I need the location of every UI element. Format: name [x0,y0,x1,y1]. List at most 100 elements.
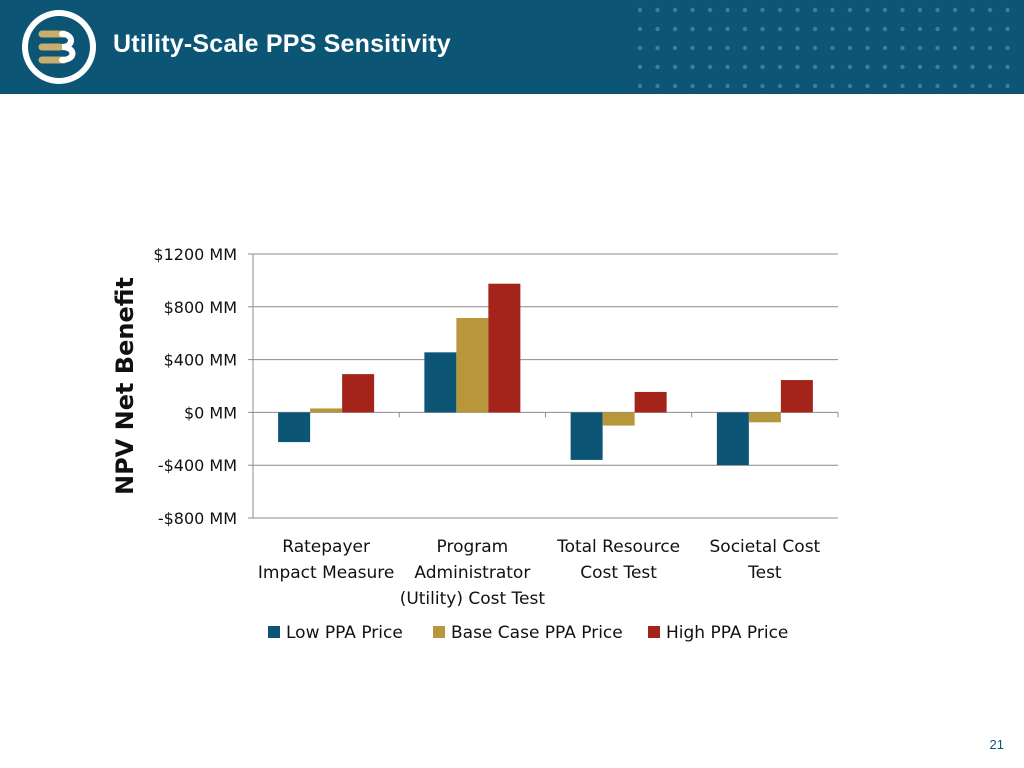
header-dot [970,45,975,51]
header-dot [725,45,730,51]
y-axis-title: NPV Net Benefit [111,277,139,495]
header-dot [725,83,730,89]
decorative-dot-pattern [637,7,1010,89]
header-dot [690,64,695,70]
bar-low-ppa-price [278,412,311,443]
header-dot [917,83,923,89]
x-category-label: Societal Cost [710,537,821,557]
header-dot [970,26,975,32]
header-dot [865,64,870,70]
header-dot [672,83,678,89]
y-tick-label: -$800 MM [158,509,237,528]
header-dot [742,45,748,51]
header-dot [637,7,643,13]
header-dot [917,7,923,13]
header-dot [882,26,888,32]
y-tick-label: $800 MM [164,298,237,317]
header-dot [882,83,888,89]
header-dot [952,7,958,13]
header-dot [777,83,783,89]
header-dot [847,45,853,51]
header-dot [830,26,835,32]
bar-low-ppa-price [424,352,457,413]
header-dot [690,83,695,89]
header-dot [760,83,765,89]
header-dot [917,64,923,70]
header-dot [707,83,713,89]
header-dot [655,26,660,32]
header-dot [707,64,713,70]
header-dot [777,26,783,32]
header-dot [707,26,713,32]
header-dot [725,26,730,32]
header-dot [760,7,765,13]
header-dot [987,64,993,70]
header-dot [917,45,923,51]
header-dot [637,45,643,51]
bar-high-ppa-price [780,380,813,413]
bar-low-ppa-price [716,412,749,466]
y-tick-label: $400 MM [164,351,237,370]
header-dot [847,26,853,32]
bar-chart: $1200 MM $800 MM $400 MM $0 MM -$400 MM -$800… [111,245,839,643]
header-dot [742,83,748,89]
bar-high-ppa-price [634,391,667,413]
header-dot [865,45,870,51]
header-dot [655,83,660,89]
header-dot [900,26,905,32]
header-dot [672,26,678,32]
header-dot [637,83,643,89]
header-dot [935,7,940,13]
x-category-label: Administrator [414,563,530,583]
header-dot [847,64,853,70]
header-dot [725,64,730,70]
bar-low-ppa-price [570,412,603,460]
header-dot [987,26,993,32]
legend-label: Base Case PPA Price [451,623,623,643]
header-dot [865,83,870,89]
header-dot [812,45,818,51]
legend-label: High PPA Price [666,623,788,643]
header-dot [882,45,888,51]
header-dot [935,83,940,89]
header-dot [847,7,853,13]
header-dot [812,64,818,70]
slide-header: Utility-Scale PPS Sensitivity [0,0,1024,94]
x-category-label: (Utility) Cost Test [400,589,546,609]
header-dot [830,64,835,70]
header-dot [795,64,800,70]
bar-base-case-ppa-price [456,318,489,413]
header-dot [672,64,678,70]
legend-swatch [268,626,280,638]
x-category-label: Ratepayer [282,537,370,557]
header-dot [900,45,905,51]
header-dot [900,83,905,89]
header-dot [655,45,660,51]
header-dot [1005,7,1010,13]
header-dot [812,83,818,89]
bar-high-ppa-price [342,374,375,413]
header-dot [917,26,923,32]
header-dot [760,64,765,70]
header-dot [655,7,660,13]
bar-base-case-ppa-price [748,412,781,423]
header-dot [760,26,765,32]
header-dot [865,7,870,13]
header-dot [830,7,835,13]
header-dot [847,83,853,89]
header-dot [900,64,905,70]
header-dot [690,26,695,32]
header-dot [935,45,940,51]
header-dot [970,83,975,89]
header-dot [707,7,713,13]
page-number: 21 [989,737,1004,752]
header-dot [795,7,800,13]
header-dot [987,7,993,13]
bar-high-ppa-price [488,283,521,413]
bar-base-case-ppa-price [310,408,343,413]
header-dot [690,7,695,13]
header-dot [812,7,818,13]
slide-title: Utility-Scale PPS Sensitivity [113,30,451,58]
x-category-label: Program [437,537,509,557]
header-dot [1005,83,1010,89]
